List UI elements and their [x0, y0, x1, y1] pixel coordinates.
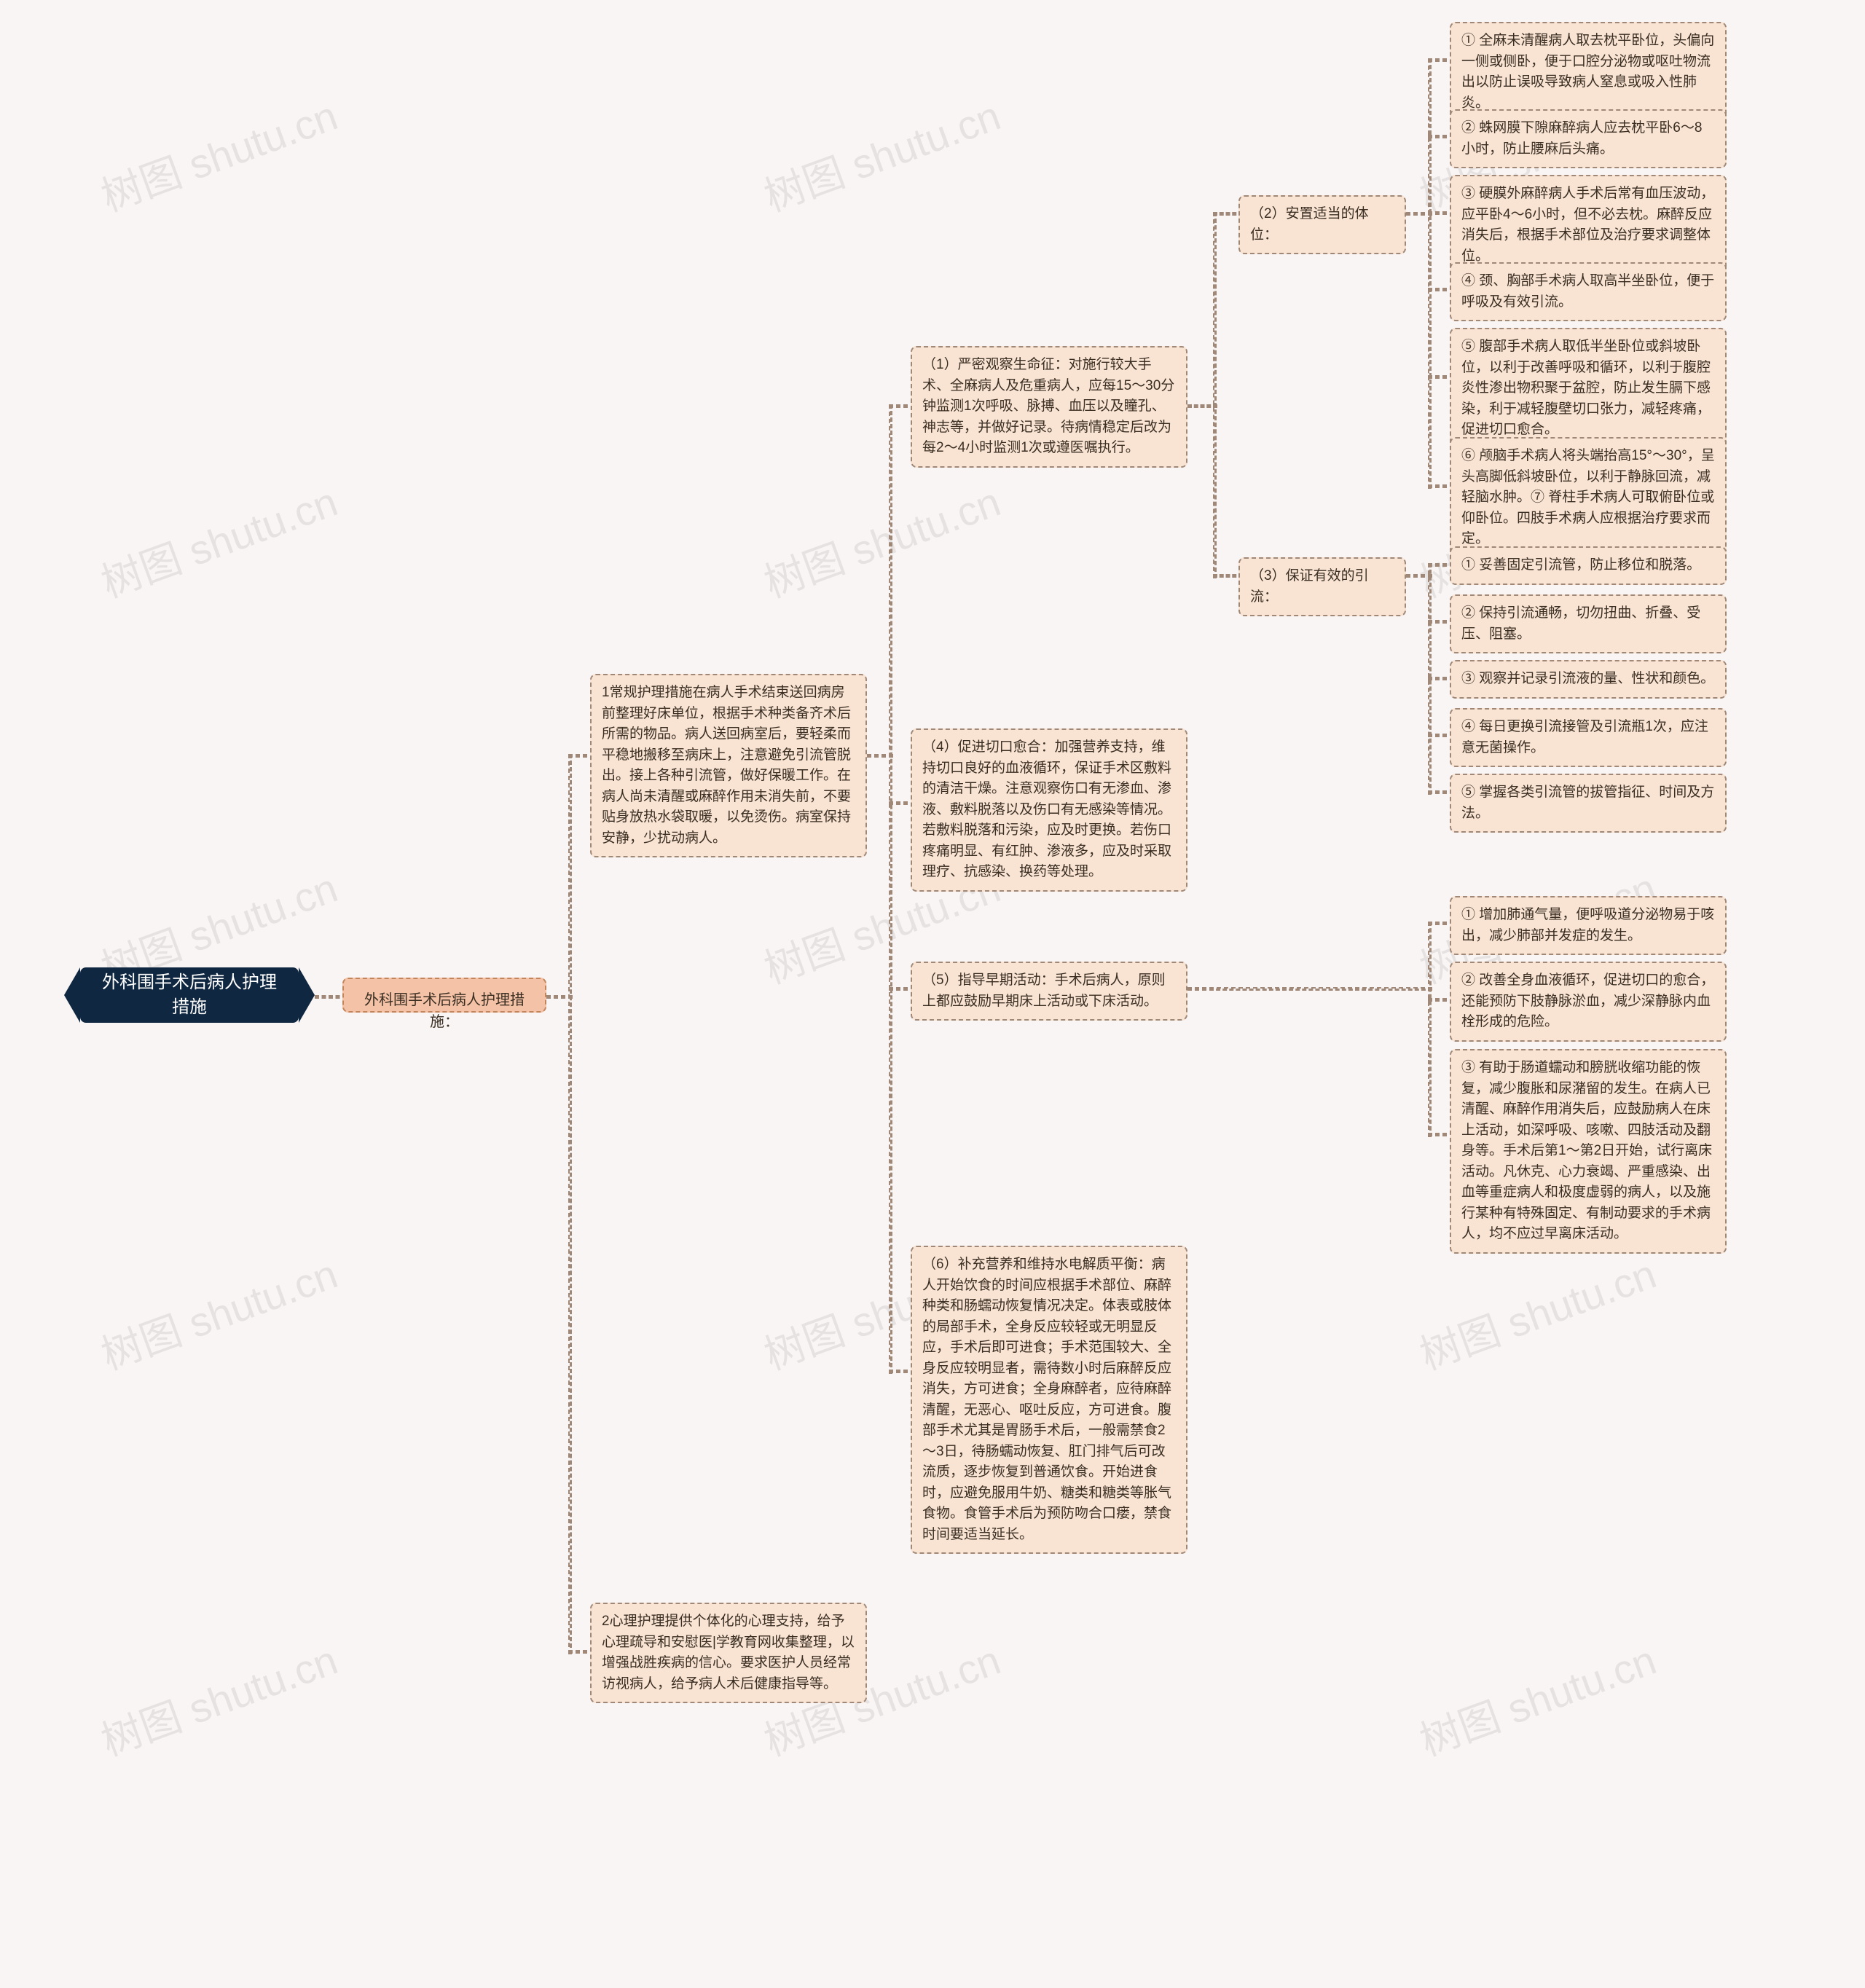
watermark: 树图 shutu.cn — [92, 1627, 345, 1767]
connector — [889, 404, 892, 1374]
pos-leaf-3: ③ 硬膜外麻醉病人手术后常有血压波动，应平卧4～6小时，但不必去枕。麻醉反应消失… — [1450, 175, 1727, 275]
drainage-label-node: （3）保证有效的引流： — [1238, 557, 1406, 616]
drain-leaf-4: ④ 每日更换引流接管及引流瓶1次，应注意无菌操作。 — [1450, 708, 1727, 767]
connector — [568, 754, 572, 1654]
nutrition-node: （6）补充营养和维持水电解质平衡：病人开始饮食的时间应根据手术部位、麻醉种类和肠… — [911, 1246, 1187, 1554]
drain-leaf-3: ③ 观察并记录引流液的量、性状和颜色。 — [1450, 660, 1727, 699]
connector — [1209, 987, 1432, 991]
watermark: 树图 shutu.cn — [92, 1241, 345, 1381]
watermark: 树图 shutu.cn — [92, 83, 345, 223]
psych-care-node: 2心理护理提供个体化的心理支持，给予心理疏导和安慰医|学教育网收集整理，以增强战… — [590, 1603, 867, 1703]
watermark: 树图 shutu.cn — [92, 469, 345, 609]
activity-leaf-1: ① 增加肺通气量，便呼吸道分泌物易于咳出，减少肺部并发症的发生。 — [1450, 896, 1727, 955]
pos-leaf-1: ① 全麻未清醒病人取去枕平卧位，头偏向一侧或侧卧，便于口腔分泌物或呕吐物流出以防… — [1450, 22, 1727, 122]
pos-leaf-6: ⑥ 颅脑手术病人将头端抬高15°～30°，呈头高脚低斜坡卧位，以利于静脉回流，减… — [1450, 437, 1727, 559]
watermark: 树图 shutu.cn — [755, 83, 1008, 223]
position-label-node: （2）安置适当的体位： — [1238, 195, 1406, 254]
connector — [1428, 58, 1432, 489]
vital-signs-node: （1）严密观察生命征：对施行较大手术、全麻病人及危重病人，应每15～30分钟监测… — [911, 346, 1187, 468]
drain-leaf-5: ⑤ 掌握各类引流管的拔管指征、时间及方法。 — [1450, 774, 1727, 833]
connector — [1213, 212, 1217, 578]
level1-node: 外科围手术后病人护理措施： — [342, 978, 546, 1013]
watermark: 树图 shutu.cn — [1410, 1627, 1663, 1767]
mindmap-canvas: 树图 shutu.cn 树图 shutu.cn 树图 shutu.cn 树图 s… — [0, 0, 1865, 1988]
drain-leaf-1: ① 妥善固定引流管，防止移位和脱落。 — [1450, 546, 1727, 585]
early-activity-node: （5）指导早期活动：手术后病人，原则上都应鼓励早期床上活动或下床活动。 — [911, 962, 1187, 1021]
routine-care-node: 1常规护理措施在病人手术结束送回病房前整理好床单位，根据手术种类备齐术后所需的物… — [590, 674, 867, 857]
activity-leaf-3: ③ 有助于肠道蠕动和膀胱收缩功能的恢复，减少腹胀和尿潴留的发生。在病人已清醒、麻… — [1450, 1049, 1727, 1254]
watermark: 树图 shutu.cn — [1410, 1241, 1663, 1381]
pos-leaf-5: ⑤ 腹部手术病人取低半坐卧位或斜坡卧位，以利于改善呼吸和循环，以利于腹腔炎性渗出… — [1450, 328, 1727, 449]
watermark: 树图 shutu.cn — [755, 469, 1008, 609]
activity-leaf-2: ② 改善全身血液循环，促进切口的愈合，还能预防下肢静脉淤血，减少深静脉内血栓形成… — [1450, 962, 1727, 1042]
wound-healing-node: （4）促进切口愈合：加强营养支持，维持切口良好的血液循环，保证手术区敷料的清洁干… — [911, 728, 1187, 892]
pos-leaf-4: ④ 颈、胸部手术病人取高半坐卧位，便于呼吸及有效引流。 — [1450, 262, 1727, 321]
drain-leaf-2: ② 保持引流通畅，切勿扭曲、折叠、受压、阻塞。 — [1450, 594, 1727, 653]
connector — [1428, 922, 1432, 1137]
root-node: 外科围手术后病人护理措施 — [80, 967, 299, 1023]
pos-leaf-2: ② 蛛网膜下隙麻醉病人应去枕平卧6～8小时，防止腰麻后头痛。 — [1450, 109, 1727, 168]
